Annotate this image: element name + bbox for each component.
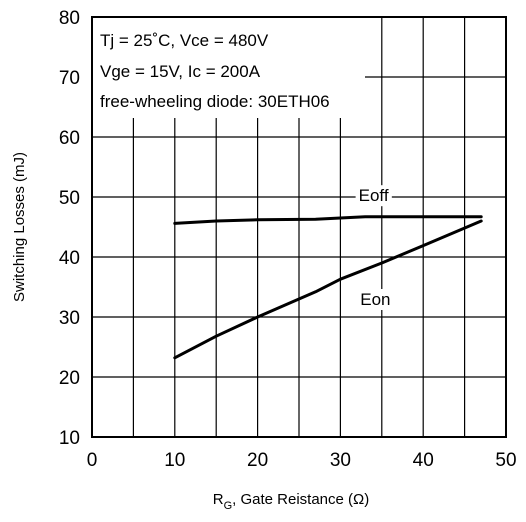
- y-tick-label-20: 20: [59, 368, 80, 389]
- y-axis-title: Switching Losses (mJ): [11, 152, 28, 302]
- y-tick-label-50: 50: [59, 188, 80, 209]
- x-tick-label-50: 50: [495, 450, 516, 471]
- x-tick-label-20: 20: [247, 450, 268, 471]
- lbl-eon-background: [357, 289, 394, 310]
- series-label-eoff: Eoff: [359, 186, 389, 205]
- lbl-eoff-background: [355, 185, 392, 207]
- y-tick-label-10: 10: [59, 428, 80, 449]
- x-tick-label-40: 40: [413, 450, 434, 471]
- y-tick-label-80: 80: [59, 8, 80, 29]
- x-axis-title-rest: , Gate Reistance (Ω): [232, 491, 369, 508]
- x-tick-label-0: 0: [87, 450, 98, 471]
- condition-line-1: Tj = 25˚C, Vce = 480V: [100, 31, 269, 50]
- series-label-eon: Eon: [360, 290, 390, 309]
- x-axis-title-subscript: G: [224, 500, 233, 512]
- y-tick-label-60: 60: [59, 128, 80, 149]
- conditions-background: [93, 18, 365, 118]
- tick-labels: 0 10 20 30 40 50 10 20 30 40 50 60 70 80: [59, 8, 517, 471]
- y-tick-label-70: 70: [59, 68, 80, 89]
- x-axis-title-symbol: R: [213, 491, 224, 508]
- y-tick-label-30: 30: [59, 308, 80, 329]
- x-tick-label-10: 10: [164, 450, 185, 471]
- series-line-eon: [173, 219, 483, 360]
- x-axis-title: RG, Gate Reistance (Ω): [213, 491, 370, 512]
- series-layer: [173, 215, 483, 360]
- grid-lines: [92, 17, 506, 437]
- condition-line-2: Vge = 15V, Ic = 200A: [100, 62, 261, 81]
- condition-line-3: free-wheeling diode: 30ETH06: [100, 92, 330, 111]
- x-tick-label-30: 30: [330, 450, 351, 471]
- y-tick-label-40: 40: [59, 248, 80, 269]
- plot-frame: [91, 16, 507, 438]
- series-line-eoff: [173, 215, 483, 225]
